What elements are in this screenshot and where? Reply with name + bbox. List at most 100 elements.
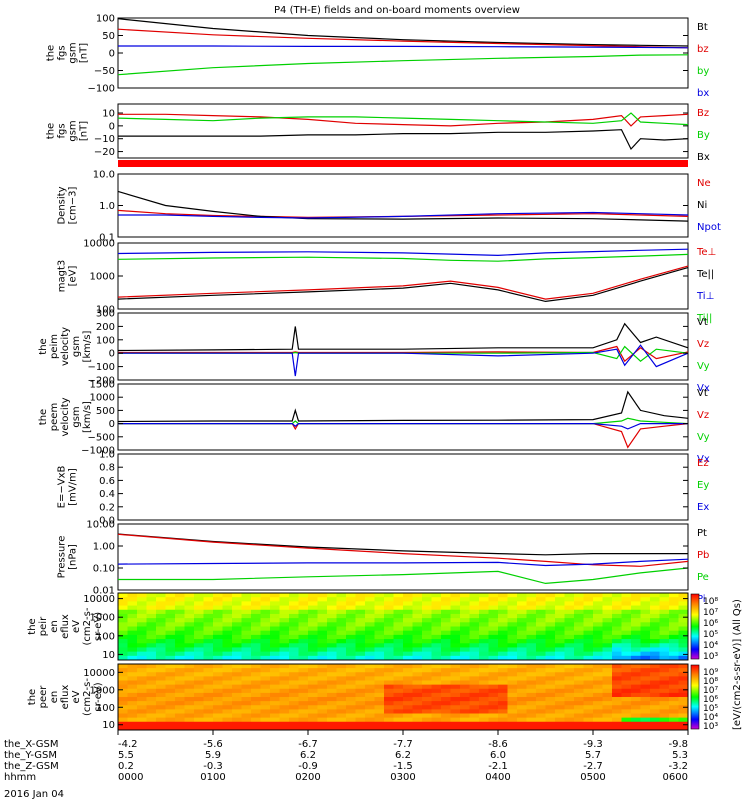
- heatmap-cell: [498, 668, 508, 673]
- heatmap-cell: [137, 701, 147, 706]
- heatmap-cell: [365, 725, 375, 731]
- heatmap-cell: [536, 593, 546, 598]
- heatmap-cell: [393, 713, 404, 719]
- heatmap-cell: [583, 701, 594, 706]
- heatmap-cell: [564, 668, 575, 673]
- heatmap-cell: [564, 713, 575, 719]
- heatmap-cell: [583, 717, 594, 723]
- y-tick-label: 10000: [83, 668, 115, 679]
- heatmap-cell: [593, 668, 603, 673]
- y-tick-label: 10: [102, 720, 115, 731]
- heatmap-cell: [526, 643, 537, 648]
- heatmap-cell: [488, 676, 499, 681]
- heatmap-cell: [631, 709, 641, 714]
- heatmap-cell: [441, 717, 451, 723]
- ephemeris-value: -2.1: [488, 761, 508, 772]
- heatmap-cell: [517, 622, 527, 627]
- heatmap-cell: [203, 601, 214, 606]
- heatmap-cell: [156, 630, 166, 636]
- heatmap-cell: [365, 717, 375, 723]
- heatmap-cell: [146, 697, 157, 702]
- heatmap-cell: [156, 688, 166, 694]
- heatmap-cell: [441, 721, 451, 727]
- heatmap-cell: [422, 701, 432, 706]
- heatmap-cell: [222, 697, 233, 702]
- heatmap-cell: [555, 597, 565, 602]
- heatmap-cell: [593, 634, 603, 640]
- colorbar-tick-label: 10⁶: [703, 619, 718, 629]
- heatmap-cell: [441, 697, 451, 702]
- heatmap-cell: [621, 630, 632, 636]
- heatmap-cell: [241, 630, 252, 636]
- series-line: [118, 129, 689, 151]
- heatmap-cell: [137, 717, 147, 723]
- heatmap-cell: [659, 639, 670, 644]
- heatmap-cell: [631, 688, 641, 694]
- y-tick-label: 0: [109, 349, 115, 360]
- heatmap-cell: [146, 597, 157, 602]
- heatmap-cell: [431, 684, 442, 690]
- heatmap-cell: [260, 630, 271, 636]
- heatmap-cell: [555, 618, 565, 623]
- heatmap-cell: [403, 684, 413, 690]
- heatmap-cell: [346, 672, 356, 677]
- y-axis-label: eV: [71, 690, 82, 703]
- heatmap-cell: [555, 725, 565, 731]
- heatmap-cell: [137, 634, 147, 640]
- heatmap-cell: [583, 651, 594, 657]
- heatmap-cell: [279, 605, 290, 611]
- heatmap-cell: [460, 692, 470, 698]
- heatmap-cell: [165, 622, 176, 627]
- heatmap-cell: [118, 655, 128, 661]
- ephemeris-row-label: hhmm: [4, 772, 36, 783]
- heatmap-cell: [479, 618, 489, 623]
- heatmap-cell: [232, 613, 242, 619]
- heatmap-cell: [165, 680, 176, 686]
- heatmap-cell: [640, 647, 651, 653]
- heatmap-cell: [517, 725, 527, 731]
- heatmap-cell: [422, 697, 432, 702]
- heatmap-cell: [317, 676, 328, 681]
- heatmap-cell: [583, 597, 594, 602]
- heatmap-cell: [384, 684, 394, 690]
- heatmap-cell: [412, 622, 423, 627]
- heatmap-cell: [593, 701, 603, 706]
- heatmap-cell: [631, 717, 641, 723]
- heatmap-cell: [631, 680, 641, 686]
- heatmap-cell: [498, 622, 508, 627]
- heatmap-cell: [327, 688, 337, 694]
- heatmap-cell: [298, 717, 309, 723]
- heatmap-cell: [431, 639, 442, 644]
- heatmap-cell: [203, 630, 214, 636]
- heatmap-cell: [488, 609, 499, 615]
- heatmap-cell: [659, 655, 670, 661]
- heatmap-cell: [469, 609, 480, 615]
- heatmap-cell: [127, 668, 138, 673]
- heatmap-cell: [184, 618, 195, 623]
- y-tick-label: 0.0: [99, 516, 115, 527]
- heatmap-cell: [678, 634, 689, 640]
- heatmap-cell: [260, 643, 271, 648]
- heatmap-cell: [621, 613, 632, 619]
- heatmap-cell: [127, 672, 138, 677]
- heatmap-cell: [441, 618, 451, 623]
- heatmap-cell: [650, 697, 660, 702]
- heatmap-cell: [536, 613, 546, 619]
- heatmap-cell: [479, 622, 489, 627]
- heatmap-cell: [270, 593, 280, 598]
- heatmap-cell: [346, 697, 356, 702]
- heatmap-cell: [355, 684, 366, 690]
- heatmap-cell: [631, 639, 641, 644]
- heatmap-cell: [203, 622, 214, 627]
- heatmap-cell: [232, 717, 242, 723]
- heatmap-cell: [260, 709, 271, 714]
- heatmap-cell: [659, 622, 670, 627]
- heatmap-cell: [564, 622, 575, 627]
- heatmap-cell: [621, 672, 632, 677]
- heatmap-cell: [355, 601, 366, 606]
- heatmap-cell: [118, 688, 128, 694]
- y-tick-label: −200: [88, 376, 115, 387]
- heatmap-cell: [659, 668, 670, 673]
- heatmap-cell: [631, 609, 641, 615]
- heatmap-cell: [507, 668, 518, 673]
